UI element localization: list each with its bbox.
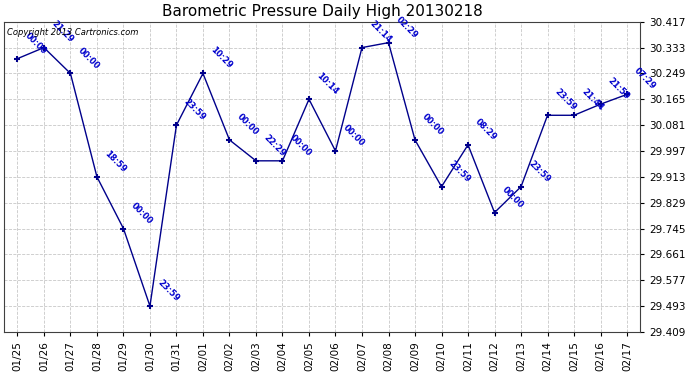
Text: 21:44: 21:44 <box>580 87 605 112</box>
Text: 07:29: 07:29 <box>633 66 658 92</box>
Text: 23:59: 23:59 <box>553 87 578 112</box>
Text: 10:14: 10:14 <box>315 71 339 96</box>
Text: 23:59: 23:59 <box>155 278 181 303</box>
Text: 22:29: 22:29 <box>262 133 287 158</box>
Text: 10:29: 10:29 <box>208 45 234 70</box>
Text: 21:14: 21:14 <box>368 20 393 45</box>
Text: 21:59: 21:59 <box>606 76 631 101</box>
Text: 23:59: 23:59 <box>182 97 207 122</box>
Text: 08:29: 08:29 <box>473 117 499 142</box>
Text: 18:59: 18:59 <box>103 149 128 174</box>
Text: 23:59: 23:59 <box>447 159 472 184</box>
Text: 00:00: 00:00 <box>421 112 446 137</box>
Text: 00:00: 00:00 <box>341 123 366 148</box>
Text: 02:29: 02:29 <box>394 15 420 40</box>
Text: 00:00: 00:00 <box>76 46 101 70</box>
Text: 00:00: 00:00 <box>500 185 525 210</box>
Text: Copyright 2013 Cartronics.com: Copyright 2013 Cartronics.com <box>8 28 139 37</box>
Text: 00:00: 00:00 <box>23 31 48 56</box>
Text: 00:00: 00:00 <box>129 201 154 226</box>
Text: 00:00: 00:00 <box>235 112 260 137</box>
Text: 00:00: 00:00 <box>288 133 313 158</box>
Text: 21:29: 21:29 <box>50 20 75 45</box>
Title: Barometric Pressure Daily High 20130218: Barometric Pressure Daily High 20130218 <box>162 4 482 19</box>
Text: 23:59: 23:59 <box>526 159 552 184</box>
